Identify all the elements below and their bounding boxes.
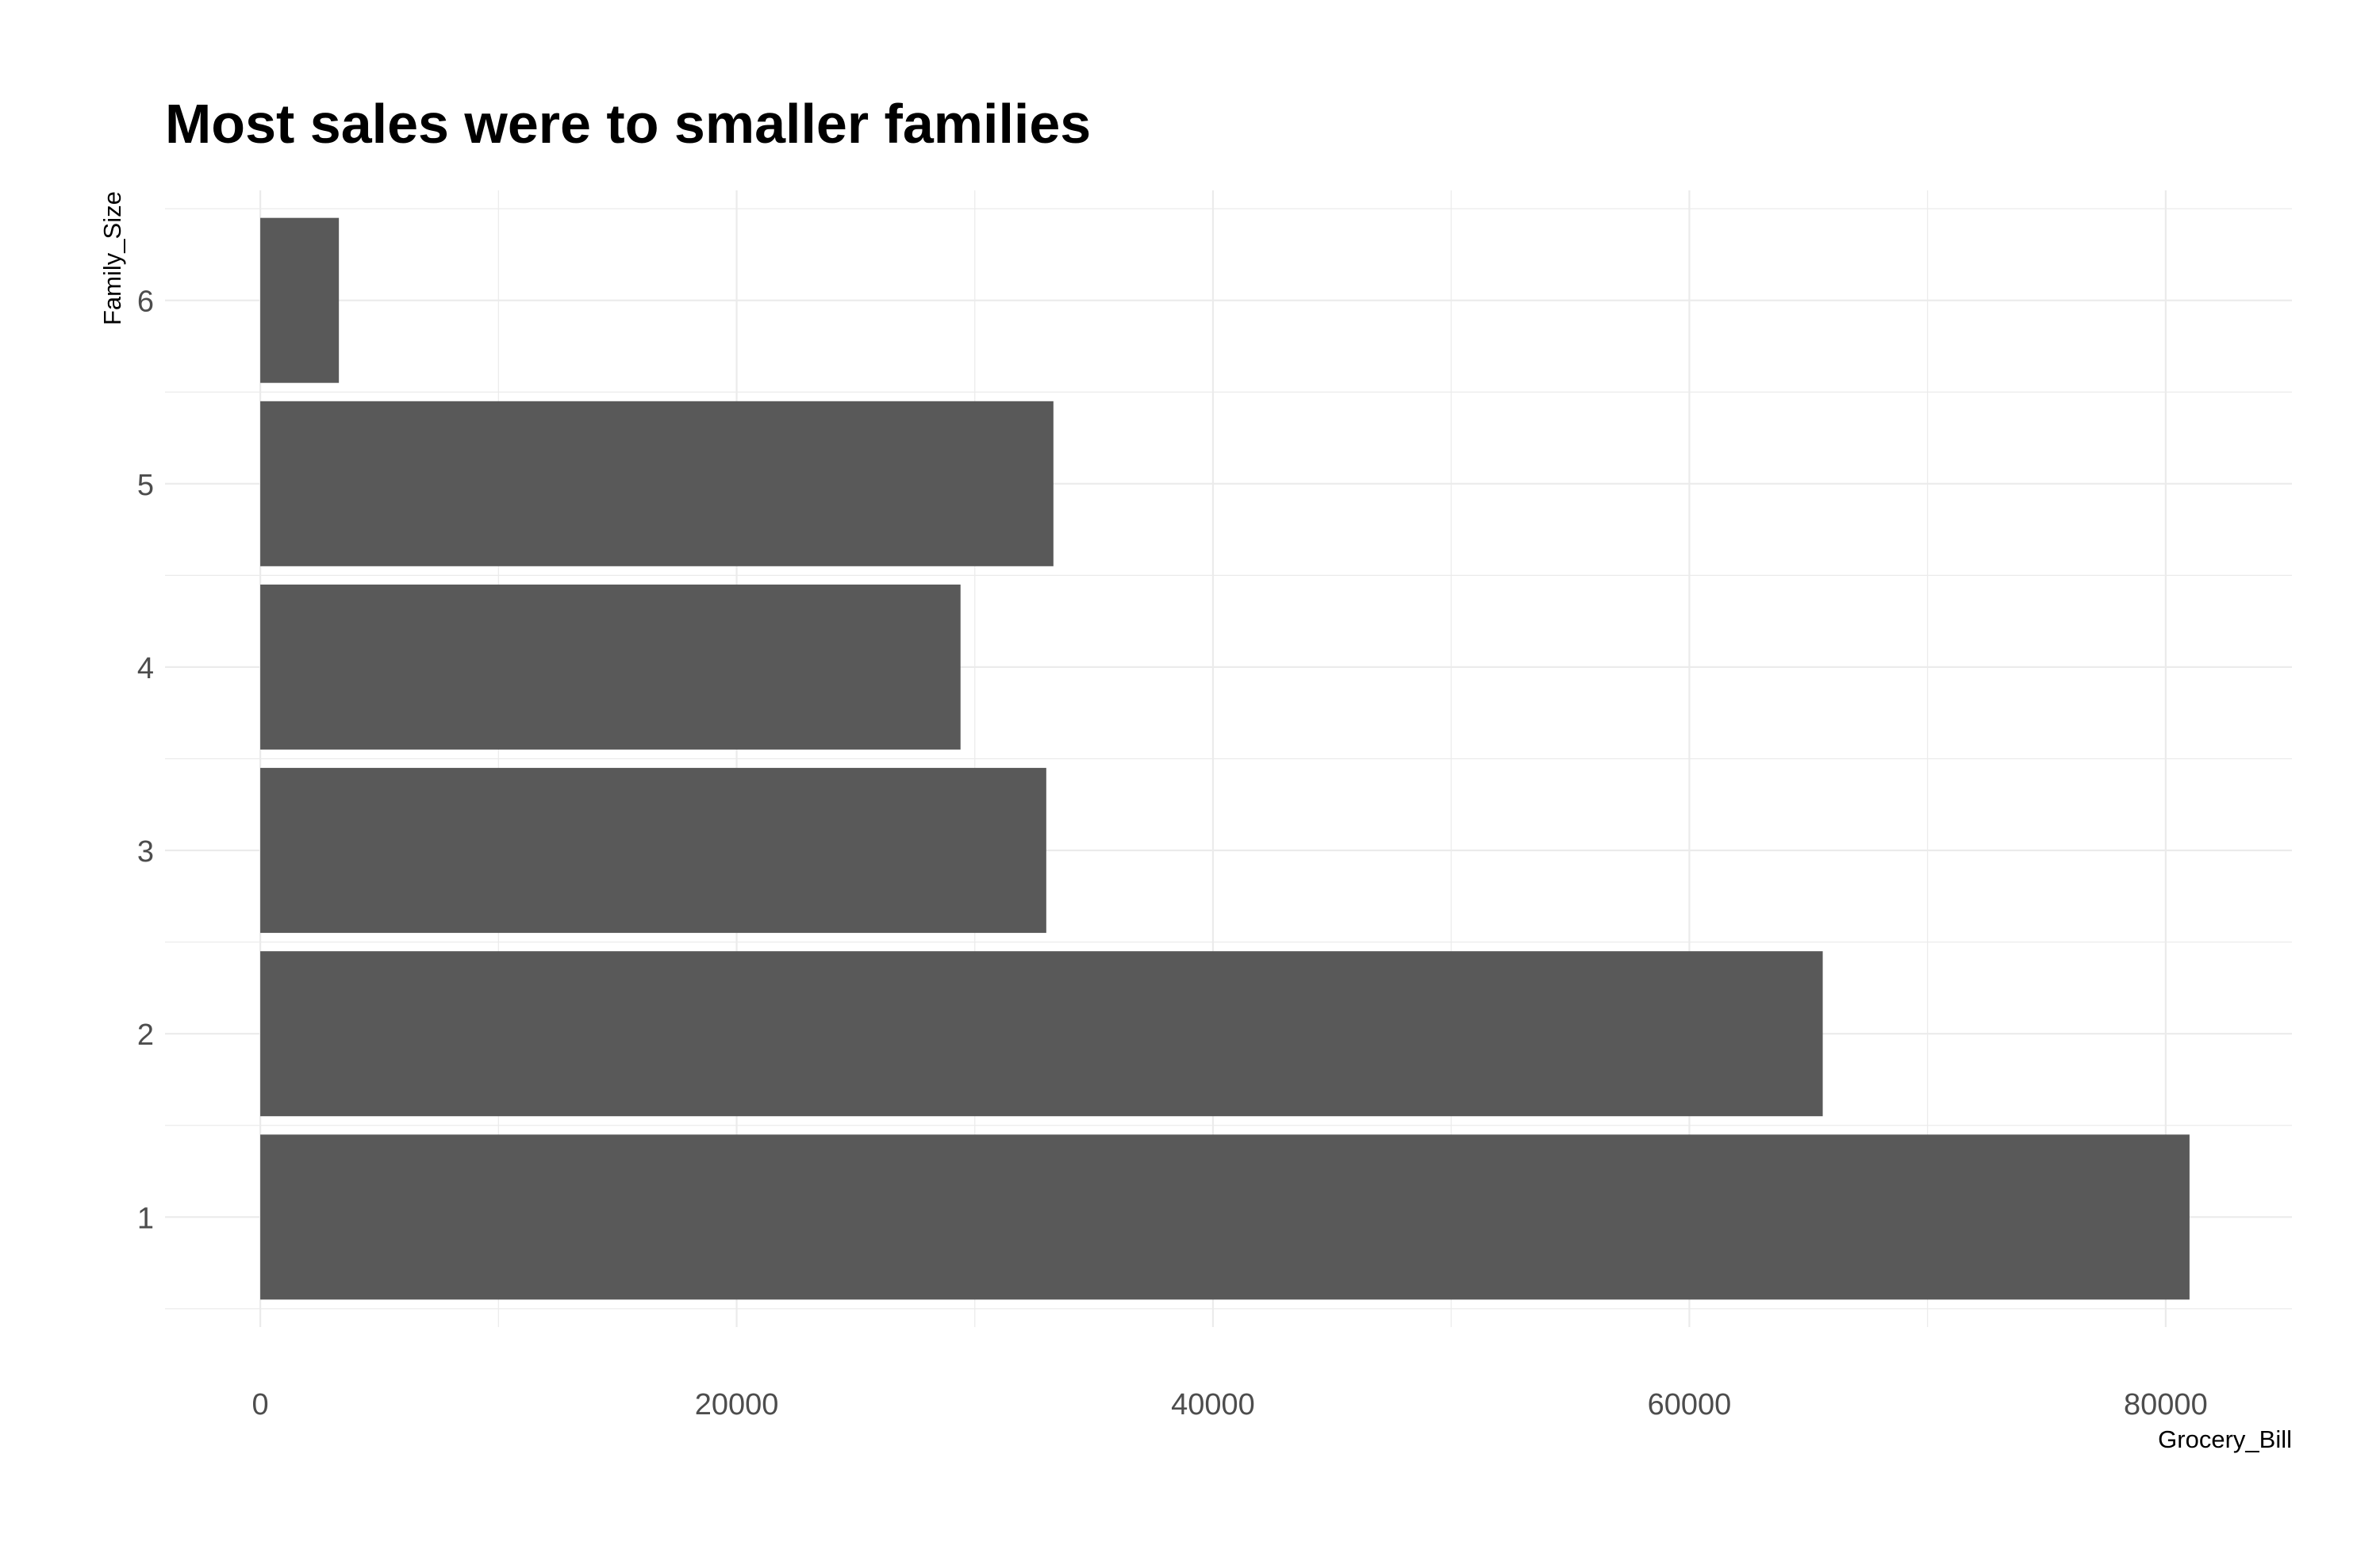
x-axis-ticks: 0 20000 40000 60000 80000 (252, 1388, 2208, 1421)
bars (260, 217, 2190, 1300)
y-axis-title: Family_Size (98, 191, 126, 325)
x-axis-title: Grocery_Bill (2158, 1425, 2292, 1453)
bar-family-size-5 (260, 401, 1054, 566)
y-tick-label: 2 (137, 1019, 154, 1052)
y-tick-label: 6 (137, 286, 154, 319)
bar-family-size-6 (260, 217, 340, 383)
chart-title: Most sales were to smaller families (165, 93, 1091, 155)
x-tick-label: 60000 (1648, 1388, 1732, 1421)
x-tick-label: 20000 (695, 1388, 779, 1421)
y-axis-ticks: 1 2 3 4 5 6 (137, 286, 154, 1236)
x-tick-label: 80000 (2124, 1388, 2208, 1421)
bar-family-size-3 (260, 768, 1046, 934)
bar-family-size-1 (260, 1134, 2190, 1300)
x-tick-label: 0 (252, 1388, 269, 1421)
x-tick-label: 40000 (1171, 1388, 1255, 1421)
bar-family-size-2 (260, 951, 1823, 1117)
bar-family-size-4 (260, 584, 961, 750)
y-tick-label: 1 (137, 1202, 154, 1235)
y-tick-label: 5 (137, 469, 154, 502)
y-tick-label: 3 (137, 835, 154, 869)
y-tick-label: 4 (137, 652, 154, 685)
